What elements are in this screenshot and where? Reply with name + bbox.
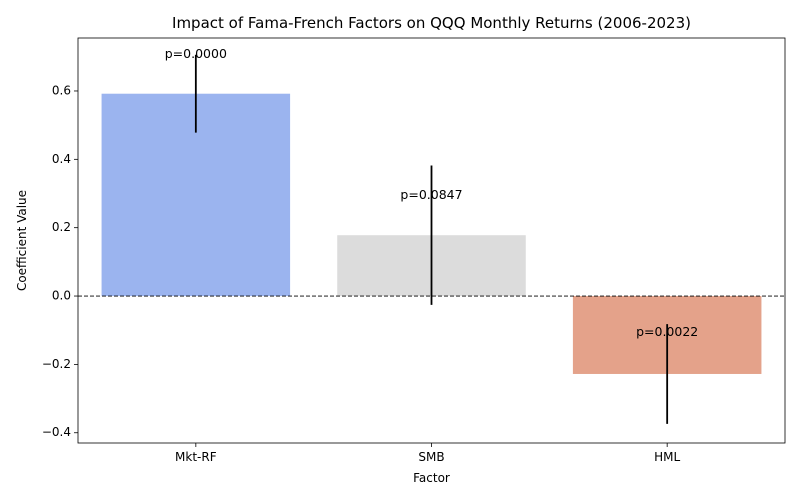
p-value-label-hml: p=0.0022 — [636, 324, 698, 339]
x-tick-label: HML — [654, 450, 680, 464]
y-tick-label: 0.2 — [52, 220, 71, 234]
plot-marks: p=0.0000 p=0.0847 p=0.0022 — [78, 46, 785, 424]
x-tick-label: Mkt-RF — [175, 450, 217, 464]
x-axis-title: Factor — [413, 471, 450, 485]
p-value-label-smb: p=0.0847 — [400, 187, 462, 202]
x-tick-label: SMB — [418, 450, 444, 464]
p-value-label-mkt-rf: p=0.0000 — [165, 46, 227, 61]
y-tick-label: 0.6 — [52, 83, 71, 97]
chart-title: Impact of Fama-French Factors on QQQ Mon… — [172, 14, 691, 32]
y-tick-label: −0.2 — [42, 357, 71, 371]
y-tick-label: 0.4 — [52, 152, 71, 166]
y-tick-label: 0.0 — [52, 289, 71, 303]
y-tick-label: −0.4 — [42, 425, 71, 439]
y-axis-title: Coefficient Value — [15, 190, 29, 291]
